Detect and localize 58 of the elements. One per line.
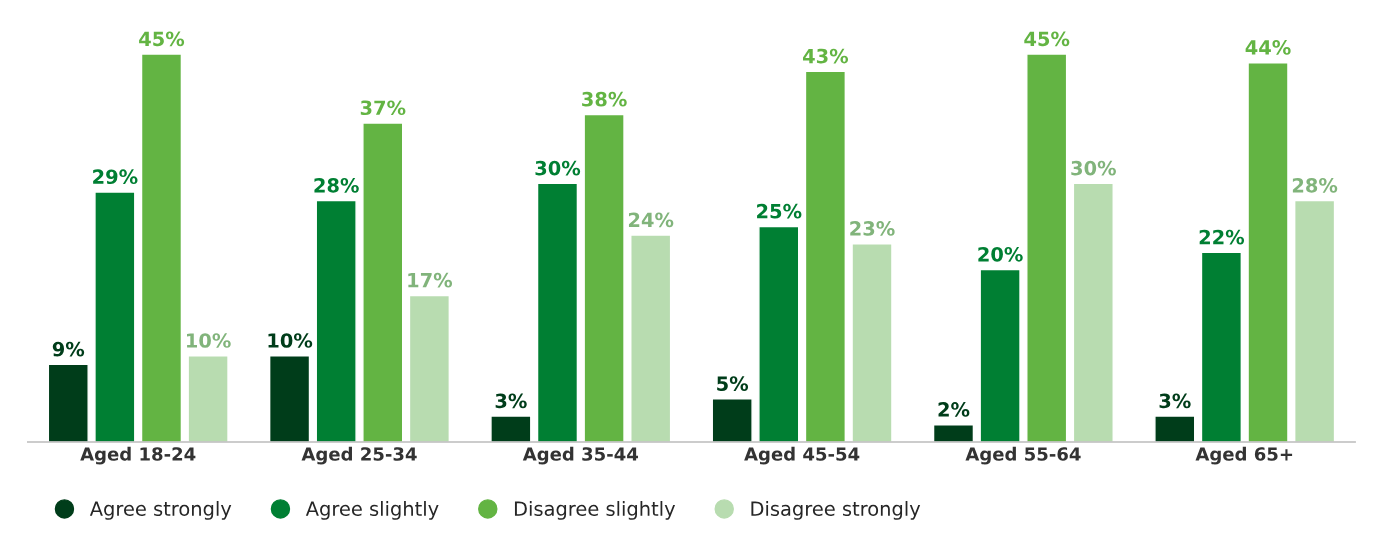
bar [140,53,183,442]
bar [711,398,753,442]
legend-label: Disagree slightly [514,500,676,520]
legend-label: Agree slightly [305,500,439,520]
data-label: 9% [52,341,85,357]
x-tick-label: Aged 18-24 [80,446,196,465]
bar [362,122,404,442]
data-label: 3% [1159,393,1191,409]
data-label: 2% [938,402,970,417]
bar [1072,182,1114,442]
bar [187,355,229,442]
bar [1200,251,1243,442]
data-label: 23% [850,221,895,236]
data-label: 10% [268,333,313,348]
data-label: 10% [187,333,231,348]
bar [758,225,800,442]
bar [1026,53,1068,442]
data-label: 24% [628,212,674,228]
data-label: 5% [717,376,749,391]
bar [804,70,847,442]
bar [851,243,893,442]
bar [932,424,975,442]
x-tick-label: Aged 55-64 [965,446,1081,465]
data-label: 30% [535,160,581,176]
bar [1247,62,1289,442]
bar [94,191,136,442]
data-label: 45% [139,31,185,47]
data-label: 22% [1199,229,1245,245]
bar [47,363,89,442]
bar [979,268,1021,442]
x-tick-label: Aged 45-54 [744,446,860,465]
data-label: 17% [408,272,453,288]
bar [536,182,579,442]
data-label: 25% [757,203,802,219]
data-label: 37% [360,100,406,116]
legend-label: Disagree strongly [751,500,921,520]
bar [1154,415,1196,442]
data-label: 20% [978,246,1023,262]
data-label: 38% [582,91,627,107]
bar [490,415,532,442]
bar [315,199,357,442]
x-tick-label: Aged 65+ [1195,446,1293,465]
bar [268,355,311,442]
data-label: 28% [314,177,359,193]
data-label: 43% [803,48,849,64]
data-label: 3% [495,393,527,409]
x-tick-label: Aged 35-44 [522,446,639,465]
legend-label: Agree strongly [89,500,232,520]
bar [408,294,451,442]
bar [630,234,672,442]
data-label: 45% [1024,31,1070,47]
x-tick-label: Aged 25-34 [301,446,417,465]
data-label: 29% [93,169,138,185]
data-label: 44% [1245,40,1291,55]
data-label: 30% [1071,160,1116,176]
data-label: 28% [1292,177,1338,193]
bar [583,113,625,442]
bar [1294,199,1336,442]
